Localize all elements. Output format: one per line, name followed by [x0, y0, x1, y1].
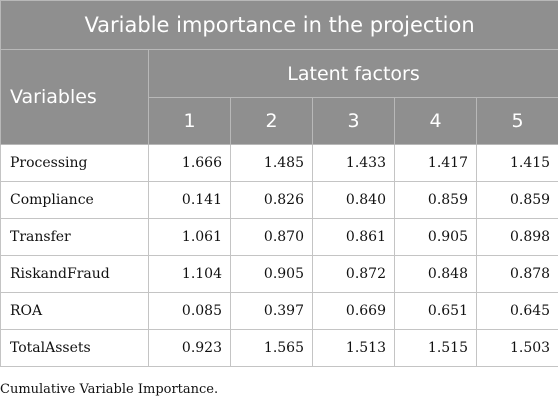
factor-header-4: 4	[394, 97, 477, 145]
value-cell: 0.669	[312, 292, 395, 330]
value-cell: 0.878	[475, 255, 558, 293]
value-cell: 1.061	[148, 218, 231, 256]
value-cell: 0.923	[148, 329, 231, 367]
value-cell: 0.141	[148, 181, 231, 219]
value-cell: 0.085	[148, 292, 231, 330]
value-cell: 0.859	[394, 181, 477, 219]
latent-factors-header: Latent factors	[147, 49, 558, 98]
table-row: Transfer 1.061 0.870 0.861 0.905 0.898	[0, 218, 558, 256]
table-row: RiskandFraud 1.104 0.905 0.872 0.848 0.8…	[0, 255, 558, 293]
table-title-row: Variable importance in the projection	[0, 0, 558, 50]
value-cell: 0.397	[230, 292, 313, 330]
row-variable-name: ROA	[0, 292, 149, 330]
value-cell: 0.651	[394, 292, 477, 330]
value-cell: 0.898	[475, 218, 558, 256]
table-row: ROA 0.085 0.397 0.669 0.651 0.645	[0, 292, 558, 330]
value-cell: 0.826	[230, 181, 313, 219]
value-cell: 1.503	[475, 329, 558, 367]
value-cell: 0.870	[230, 218, 313, 256]
value-cell: 0.645	[475, 292, 558, 330]
row-variable-name: RiskandFraud	[0, 255, 149, 293]
variables-header: Variables	[0, 49, 149, 145]
row-variable-name: Compliance	[0, 181, 149, 219]
table-row: Compliance 0.141 0.826 0.840 0.859 0.859	[0, 181, 558, 219]
table-row: Processing 1.666 1.485 1.433 1.417 1.415	[0, 144, 558, 182]
table-title: Variable importance in the projection	[0, 0, 558, 50]
value-cell: 1.104	[148, 255, 231, 293]
value-cell: 0.861	[312, 218, 395, 256]
value-cell: 1.415	[475, 144, 558, 182]
value-cell: 1.485	[230, 144, 313, 182]
value-cell: 0.905	[230, 255, 313, 293]
factor-header-1: 1	[148, 97, 231, 145]
table-caption: Cumulative Variable Importance.	[0, 382, 219, 397]
value-cell: 1.515	[394, 329, 477, 367]
factor-header-3: 3	[312, 97, 395, 145]
header-row: Variables Latent factors	[0, 49, 558, 145]
factor-header-5: 5	[475, 97, 558, 145]
row-variable-name: TotalAssets	[0, 329, 149, 367]
value-cell: 1.433	[312, 144, 395, 182]
factor-number-row: 1 2 3 4 5	[1, 97, 558, 145]
value-cell: 0.840	[312, 181, 395, 219]
value-cell: 0.848	[394, 255, 477, 293]
value-cell: 1.565	[230, 329, 313, 367]
row-variable-name: Processing	[0, 144, 149, 182]
vip-table: Variable importance in the projection Va…	[0, 0, 558, 367]
value-cell: 0.872	[312, 255, 395, 293]
row-variable-name: Transfer	[0, 218, 149, 256]
value-cell: 0.859	[475, 181, 558, 219]
value-cell: 1.417	[394, 144, 477, 182]
table-row: TotalAssets 0.923 1.565 1.513 1.515 1.50…	[0, 329, 558, 367]
value-cell: 0.905	[394, 218, 477, 256]
value-cell: 1.666	[148, 144, 231, 182]
value-cell: 1.513	[312, 329, 395, 367]
factor-header-2: 2	[230, 97, 313, 145]
